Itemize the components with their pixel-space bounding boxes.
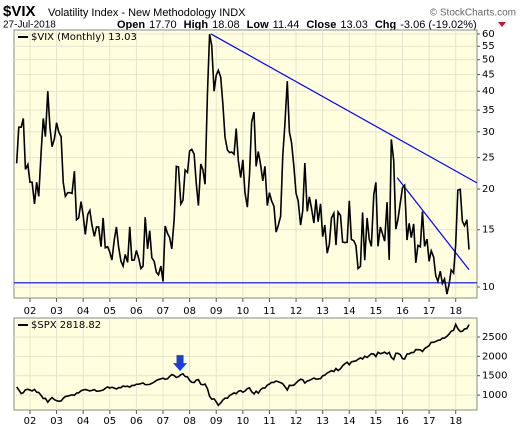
x-tick-label: 05	[103, 306, 116, 317]
x-tick-label: 15	[370, 416, 383, 427]
x-tick-label: 05	[103, 416, 116, 427]
x-tick-label: 08	[183, 306, 196, 317]
y-tick-label: 1000	[482, 390, 507, 401]
x-tick-label: 16	[396, 416, 409, 427]
y-tick-label: 10	[482, 282, 495, 293]
x-tick-label: 07	[157, 306, 170, 317]
y-tick-label: 60	[482, 29, 495, 40]
quote-label: High	[184, 19, 209, 31]
y-tick-label: 55	[482, 41, 495, 52]
y-tick-label: 25	[482, 153, 495, 164]
chart-title: $VIX	[3, 3, 36, 20]
quote-value: 17.70	[149, 19, 177, 31]
trendline	[396, 177, 470, 271]
y-tick-label: 1500	[482, 371, 507, 382]
x-tick-label: 04	[77, 306, 90, 317]
x-tick-label: 10	[236, 306, 249, 317]
quote-label: Low	[247, 19, 269, 31]
x-tick-label: 18	[449, 306, 462, 317]
quote-label: Chg	[375, 19, 396, 31]
quote-value: -3.06 (-19.02%)	[400, 19, 476, 31]
series-line	[15, 34, 470, 295]
x-tick-label: 06	[130, 416, 143, 427]
x-tick-label: 14	[343, 306, 356, 317]
x-tick-label: 09	[210, 416, 223, 427]
x-tick-label: 18	[449, 416, 462, 427]
legend-label: $VIX (Monthly) 13.03	[31, 32, 137, 43]
y-tick-label: 35	[482, 105, 495, 116]
x-tick-label: 12	[290, 306, 303, 317]
x-tick-label: 03	[50, 306, 63, 317]
trendline	[210, 33, 477, 184]
x-tick-label: 02	[24, 416, 37, 427]
x-tick-label: 12	[290, 416, 303, 427]
credit: © StockCharts.com	[430, 8, 516, 19]
y-tick-label: 2500	[482, 332, 507, 343]
x-tick-label: 14	[343, 416, 356, 427]
chart-subtitle: Volatility Index - New Methodology INDX	[48, 7, 246, 19]
x-tick-label: 02	[24, 306, 37, 317]
y-tick-label: 30	[482, 127, 495, 138]
x-tick-label: 09	[210, 306, 223, 317]
x-tick-label: 17	[423, 416, 436, 427]
quote-label: Close	[306, 19, 336, 31]
y-tick-label: 40	[482, 86, 495, 97]
x-tick-label: 17	[423, 306, 436, 317]
x-tick-label: 07	[157, 416, 170, 427]
y-tick-label: 20	[482, 184, 495, 195]
legend-label: $SPX 2818.82	[31, 320, 101, 331]
x-tick-label: 16	[396, 306, 409, 317]
y-tick-label: 50	[482, 55, 495, 66]
x-tick-label: 06	[130, 306, 143, 317]
x-tick-label: 11	[263, 306, 276, 317]
series-line	[16, 322, 470, 407]
x-tick-label: 11	[263, 416, 276, 427]
chart-date: 27-Jul-2018	[3, 20, 56, 31]
quote-label: Open	[117, 19, 145, 31]
x-tick-label: 13	[316, 416, 329, 427]
x-tick-label: 03	[50, 416, 63, 427]
x-tick-label: 13	[316, 306, 329, 317]
x-tick-label: 04	[77, 416, 90, 427]
x-tick-label: 15	[370, 306, 383, 317]
y-tick-label: 2000	[482, 351, 507, 362]
x-tick-label: 10	[236, 416, 249, 427]
change-indicator	[498, 22, 506, 27]
arrow-marker	[173, 355, 188, 372]
quote-value: 13.03	[340, 19, 368, 31]
quote-value: 11.44	[273, 19, 300, 31]
y-tick-label: 15	[482, 225, 495, 236]
quote-value: 18.08	[212, 19, 240, 31]
x-tick-label: 08	[183, 416, 196, 427]
y-tick-label: 45	[482, 70, 495, 81]
